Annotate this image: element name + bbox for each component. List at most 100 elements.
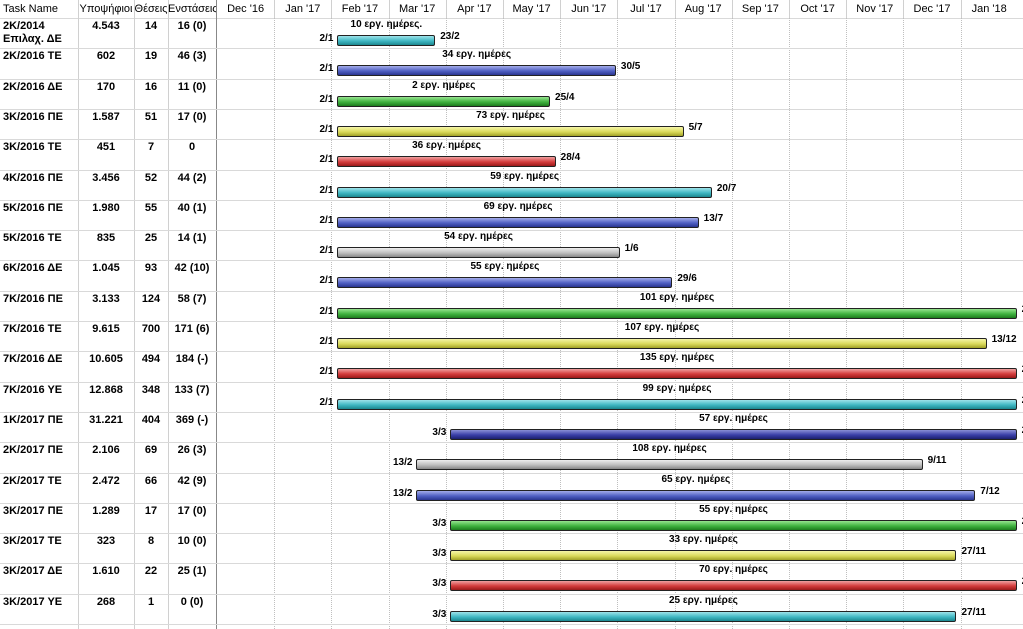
task-bar[interactable] [337, 277, 673, 289]
task-name[interactable]: 3Κ/2017 ΥΕ [3, 595, 63, 608]
task-name[interactable]: 3Κ/2017 ΠΕ [3, 504, 63, 517]
task-bar[interactable] [337, 186, 712, 198]
row-divider [0, 108, 1023, 110]
task-objections: 46 (3) [177, 50, 207, 63]
task-positions: 14 [144, 20, 158, 32]
timeline-header-divider [560, 0, 562, 18]
task-name[interactable]: 5Κ/2016 ΠΕ [3, 201, 63, 214]
task-bar[interactable] [450, 580, 1017, 592]
task-name[interactable]: 7Κ/2016 ΔΕ [3, 353, 63, 366]
task-bar[interactable] [450, 610, 957, 622]
task-name[interactable]: 5Κ/2016 ΤΕ [3, 232, 62, 245]
task-objections: 42 (10) [174, 262, 210, 275]
task-name[interactable]: 3Κ/2016 ΤΕ [3, 141, 62, 154]
task-bar[interactable] [337, 338, 987, 349]
table-header-0[interactable]: Task Name [3, 3, 59, 15]
timeline-gridline [617, 18, 619, 629]
timeline-header-2: Feb '17 [341, 3, 379, 15]
task-bar[interactable] [337, 65, 616, 77]
task-end-label: 29/12 [1022, 304, 1023, 315]
task-name[interactable]: 6Κ/2016 ΔΕ [3, 262, 63, 275]
task-bar[interactable] [337, 125, 684, 137]
task-name[interactable]: 2Κ/2016 ΤΕ [3, 50, 62, 63]
table-header-2[interactable]: Θέσεις [134, 3, 168, 15]
task-bar[interactable] [337, 368, 1017, 380]
task-duration-label: 99 εργ. ημέρες [642, 382, 712, 394]
task-end-label: 13/12 [991, 334, 1017, 345]
task-name[interactable]: 2Κ/2017 ΤΕ [3, 474, 62, 487]
task-bar[interactable] [337, 216, 699, 228]
row-divider [0, 169, 1023, 171]
timeline-header-3: Mar '17 [399, 3, 436, 15]
row-divider [0, 563, 1023, 565]
timeline-gridline [503, 18, 504, 629]
task-bar[interactable] [337, 247, 620, 259]
task-start-label: 2/1 [319, 214, 334, 226]
task-start-label: 3/3 [432, 426, 447, 438]
timeline-header-divider [903, 0, 905, 18]
task-start-label: 2/1 [319, 305, 334, 317]
task-bar[interactable] [416, 459, 923, 471]
task-bar[interactable] [337, 35, 436, 46]
task-candidates: 3.133 [92, 292, 120, 305]
task-bar[interactable] [450, 428, 1017, 440]
task-duration-label: 57 εργ. ημέρες [699, 412, 768, 424]
timeline-header-7: Jul '17 [630, 3, 662, 15]
task-name[interactable]: 7Κ/2016 ΤΕ [3, 323, 62, 335]
task-name[interactable]: 3Κ/2017 ΔΕ [3, 565, 63, 578]
task-duration-label: 59 εργ. ημέρες [490, 170, 560, 182]
task-objections: 184 (-) [175, 353, 209, 366]
task-positions: 93 [144, 262, 158, 275]
task-positions: 22 [144, 565, 158, 578]
task-candidates: 31.221 [89, 413, 123, 426]
task-duration-label: 54 εργ. ημέρες [444, 231, 513, 243]
task-name[interactable]: 2Κ/2017 ΠΕ [3, 444, 63, 457]
task-positions: 1 [147, 595, 155, 608]
task-duration-label: 135 εργ. ημέρες [639, 352, 715, 364]
task-bar[interactable] [450, 519, 1017, 531]
timeline-gridline [388, 18, 390, 629]
task-bar[interactable] [337, 156, 556, 168]
task-end-label: 25/4 [555, 91, 575, 103]
task-bar[interactable] [416, 489, 976, 501]
task-duration-label: 33 εργ. ημέρες [668, 534, 738, 546]
timeline-header-divider [617, 0, 619, 18]
task-positions: 17 [144, 504, 158, 517]
task-name[interactable]: 2Κ/2014 [3, 20, 45, 32]
task-duration-label: 108 εργ. ημέρες [632, 443, 707, 455]
task-candidates: 1.980 [92, 201, 120, 214]
task-duration-label: 25 εργ. ημέρες [668, 594, 738, 606]
row-divider [0, 199, 1023, 201]
task-positions: 7 [147, 141, 155, 154]
task-name[interactable]: 1Κ/2017 ΠΕ [3, 413, 63, 426]
table-column-divider [168, 0, 169, 629]
task-name[interactable]: 7Κ/2016 ΠΕ [3, 292, 63, 305]
task-bar[interactable] [337, 307, 1017, 319]
task-bar[interactable] [450, 550, 957, 562]
task-duration-label: 55 εργ. ημέρες [470, 261, 540, 273]
task-duration-label: 101 εργ. ημέρες [639, 291, 715, 303]
task-name[interactable]: 7Κ/2016 ΥΕ [3, 383, 63, 396]
task-end-label: 29/12 [1022, 516, 1023, 527]
task-name[interactable]: 3Κ/2016 ΠΕ [3, 110, 63, 123]
task-start-label: 3/3 [432, 517, 447, 529]
task-end-label: 9/11 [927, 455, 947, 467]
row-divider [0, 230, 1023, 232]
task-start-label: 2/1 [319, 275, 334, 287]
task-candidates: 323 [96, 535, 116, 548]
task-end-label: 28/4 [560, 152, 581, 164]
timeline-header-1: Jan '17 [285, 3, 321, 15]
task-end-label: 29/12 [1022, 364, 1023, 375]
task-bar[interactable] [337, 398, 1017, 410]
task-bar[interactable] [337, 95, 551, 107]
table-column-divider [216, 0, 217, 629]
table-header-1[interactable]: Υποψήφιοι [79, 3, 133, 15]
task-name[interactable]: 2Κ/2016 ΔΕ [3, 80, 63, 93]
task-end-label: 29/6 [677, 273, 697, 285]
table-header-3[interactable]: Ενστάσεις [168, 3, 216, 15]
task-candidates: 4.543 [92, 20, 120, 32]
task-objections: 14 (1) [177, 232, 207, 245]
task-name[interactable]: 4Κ/2016 ΠΕ [3, 171, 63, 184]
task-end-label: 29/12 [1022, 425, 1023, 436]
task-name[interactable]: 3Κ/2017 ΤΕ [3, 535, 62, 548]
